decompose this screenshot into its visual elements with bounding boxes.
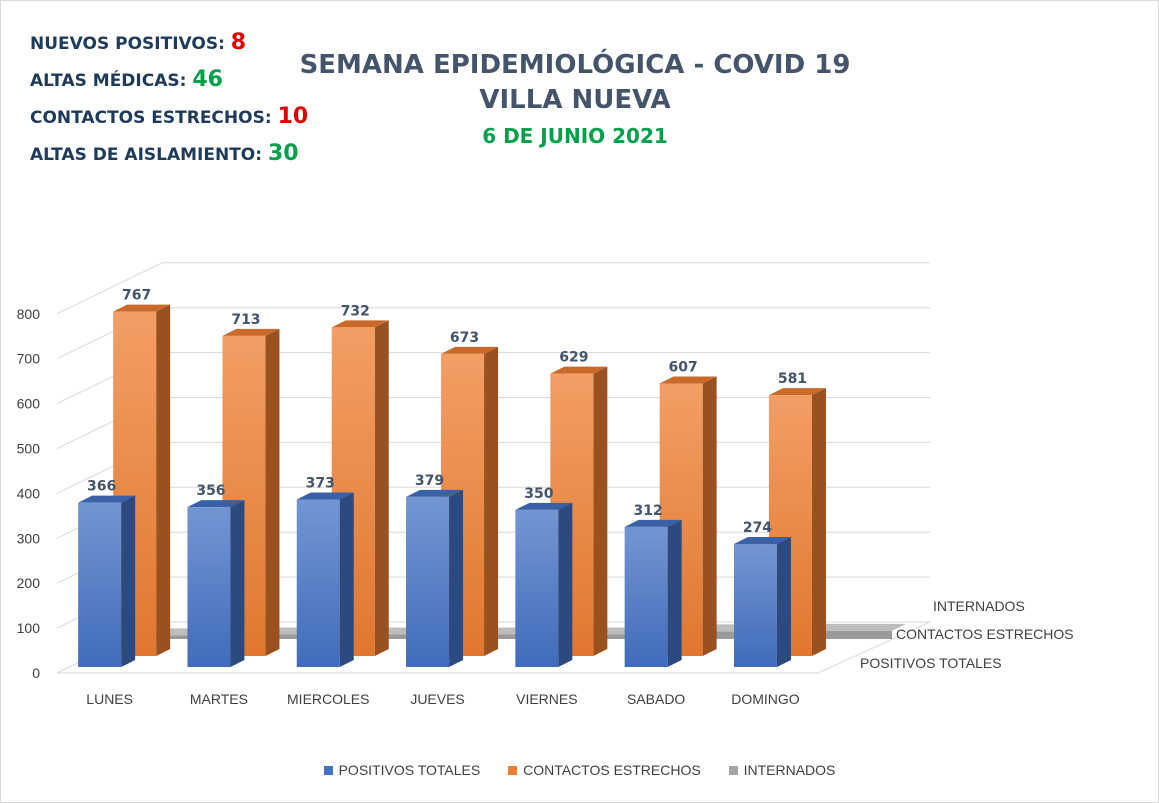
legend-label: CONTACTOS ESTRECHOS	[523, 762, 701, 778]
data-label-contactos: 713	[231, 312, 260, 328]
bar-contactos-top	[113, 304, 171, 312]
bar-positivos-top	[733, 536, 791, 544]
bar-positivos	[515, 509, 559, 667]
stat-label: ALTAS MÉDICAS:	[30, 71, 187, 91]
bar-positivos-side	[230, 500, 245, 667]
chart-title: SEMANA EPIDEMIOLÓGICA - COVID 19	[299, 50, 851, 80]
stat-altas-aislamiento: ALTAS DE AISLAMIENTO: 30	[30, 141, 308, 178]
bar-positivos-side	[121, 495, 136, 667]
bar-positivos-side	[776, 536, 791, 667]
bar-contactos-side	[811, 388, 826, 656]
chart-subtitle: VILLA NUEVA	[479, 85, 671, 115]
bar-contactos-side	[702, 376, 717, 656]
y-tick-label: 100	[17, 620, 41, 636]
depth-axis-label: POSITIVOS TOTALES	[860, 655, 1002, 671]
stats-panel: NUEVOS POSITIVOS: 8 ALTAS MÉDICAS: 46 CO…	[30, 30, 308, 178]
bar-positivos	[187, 507, 231, 667]
bar-contactos-top	[331, 320, 389, 328]
bar-contactos-top	[222, 328, 280, 336]
data-label-positivos: 373	[306, 476, 335, 492]
bar-positivos-top	[515, 502, 573, 510]
y-tick-label: 800	[17, 306, 41, 322]
bar-positivos	[624, 526, 668, 667]
y-tick-label: 300	[17, 530, 41, 546]
y-tick-label: 400	[17, 485, 41, 501]
bar-positivos-top	[296, 492, 354, 500]
chart-date: 6 DE JUNIO 2021	[482, 124, 668, 148]
data-label-contactos: 607	[669, 359, 698, 375]
x-tick-label: JUEVES	[410, 691, 464, 707]
y-tick-label: 600	[17, 396, 41, 412]
data-label-contactos: 767	[122, 288, 151, 304]
bar-positivos-top	[187, 500, 245, 508]
bar-positivos-side	[558, 502, 573, 667]
stat-label: CONTACTOS ESTRECHOS:	[30, 108, 272, 128]
stat-altas-medicas: ALTAS MÉDICAS: 46	[30, 67, 308, 104]
x-tick-label: MARTES	[190, 691, 248, 707]
y-tick-label: 0	[32, 665, 40, 681]
legend-item-internados: INTERNADOS	[728, 762, 836, 778]
bar-positivos-side	[667, 519, 682, 667]
legend-swatch	[323, 766, 333, 775]
bar-positivos-top	[78, 495, 136, 503]
y-tick-label: 500	[17, 441, 41, 457]
data-label-positivos: 356	[196, 483, 225, 499]
bar-positivos-top	[406, 489, 464, 497]
bar-positivos	[296, 499, 340, 667]
stat-label: ALTAS DE AISLAMIENTO:	[30, 145, 263, 165]
data-label-contactos: 629	[559, 350, 588, 366]
legend-item-positivos: POSITIVOS TOTALES	[323, 762, 481, 778]
bar-contactos-top	[768, 388, 826, 396]
legend-item-contactos: CONTACTOS ESTRECHOS	[508, 762, 701, 778]
legend-label: INTERNADOS	[743, 762, 836, 778]
stat-value: 30	[267, 141, 299, 166]
stat-nuevos-positivos: NUEVOS POSITIVOS: 8	[30, 30, 308, 67]
y-tick-label: 200	[17, 575, 41, 591]
legend-label: POSITIVOS TOTALES	[338, 762, 481, 778]
data-label-positivos: 350	[524, 486, 553, 502]
x-tick-label: LUNES	[86, 691, 133, 707]
stat-value: 8	[230, 30, 247, 55]
bar-positivos-top	[624, 519, 682, 527]
floor-right-edge	[817, 621, 931, 674]
bar-contactos-side	[156, 304, 171, 656]
stat-value: 46	[192, 67, 223, 92]
bar-contactos-top	[659, 376, 717, 384]
bar-contactos-side	[484, 346, 499, 656]
chart-title-block: SEMANA EPIDEMIOLÓGICA - COVID 19 VILLA N…	[275, 48, 875, 154]
data-label-positivos: 274	[743, 520, 772, 536]
data-label-contactos: 673	[450, 330, 479, 346]
bar-positivos	[406, 496, 450, 667]
x-tick-label: SABADO	[627, 691, 685, 707]
stat-value: 10	[277, 104, 309, 129]
x-tick-label: DOMINGO	[731, 691, 800, 707]
bar-contactos-side	[374, 320, 389, 656]
data-label-positivos: 379	[415, 473, 444, 489]
depth-axis-label: INTERNADOS	[933, 598, 1025, 614]
bar-contactos-top	[441, 346, 499, 354]
gridline-side	[56, 262, 163, 315]
bar-positivos-side	[449, 489, 464, 667]
bar-contactos-top	[550, 366, 608, 374]
x-tick-label: MIERCOLES	[287, 691, 369, 707]
bar-positivos	[78, 502, 122, 667]
data-label-contactos: 581	[778, 371, 807, 387]
depth-axis-label: CONTACTOS ESTRECHOS	[896, 626, 1074, 642]
x-tick-label: VIERNES	[516, 691, 577, 707]
y-tick-label: 700	[17, 351, 41, 367]
stat-contactos-estrechos: CONTACTOS ESTRECHOS: 10	[30, 104, 308, 141]
data-label-positivos: 366	[87, 479, 116, 495]
legend-swatch	[728, 766, 738, 775]
stat-label: NUEVOS POSITIVOS:	[30, 34, 225, 54]
bar-positivos-side	[339, 492, 354, 667]
data-label-positivos: 312	[634, 503, 663, 519]
data-label-contactos: 732	[341, 303, 370, 319]
bar-contactos-side	[265, 328, 280, 656]
bar-contactos-side	[593, 366, 608, 656]
bar-positivos	[733, 543, 777, 667]
legend-swatch	[508, 766, 518, 775]
chart-legend: POSITIVOS TOTALES CONTACTOS ESTRECHOS IN…	[0, 762, 1159, 778]
